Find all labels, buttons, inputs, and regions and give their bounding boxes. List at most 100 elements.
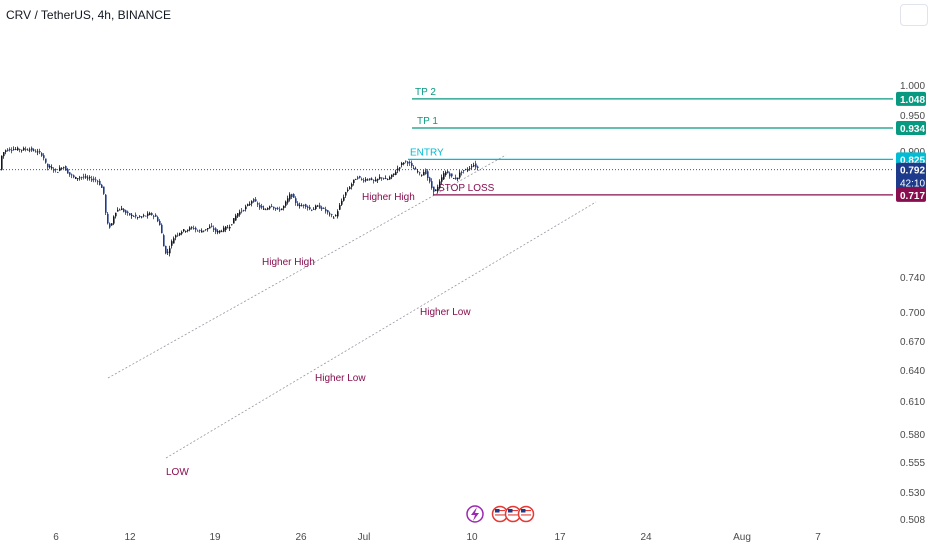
chart-control-button[interactable] [900,4,928,26]
candle-body [465,169,467,170]
candle-body [21,149,23,151]
candle-body [83,176,85,178]
candle-body [125,210,127,213]
candle-body [173,238,175,244]
candle-body [31,147,33,151]
candle-body [17,147,19,151]
candle-body [247,204,249,206]
candle-body [147,213,149,216]
candle-body [197,230,199,232]
candle-body [401,163,403,165]
candle-body [157,217,159,222]
candle-body [371,178,373,180]
candle-body [119,209,121,211]
candle-body [415,168,417,170]
candle-body [205,229,207,231]
candle-body [471,166,473,168]
candle-body [329,213,331,215]
x-tick-label: 24 [640,532,652,543]
price-tag-value: 0.825 [900,155,925,166]
candle-body [49,166,51,168]
candle-body [355,179,357,180]
candle-body [341,200,343,205]
candle-body [187,229,189,232]
candle-body [467,169,469,171]
candle-body [325,209,327,212]
y-tick-label: 0.670 [900,337,925,348]
candle-body [357,177,359,179]
candle-body [339,205,341,210]
candle-body [19,149,21,150]
x-tick-label: 17 [554,532,566,543]
candle-body [373,180,375,181]
candle-body [3,152,5,157]
chart-title: CRV / TetherUS, 4h, BINANCE [6,8,171,22]
candle-body [351,184,353,187]
annotation-layer: Higher High Higher High Higher Low Higher L… [166,192,471,478]
channel-upper-line [107,154,507,379]
candle-body [413,167,415,170]
entry-label: ENTRY [410,147,444,158]
candle-body [337,211,339,217]
candle-body [185,230,187,232]
candle-body [361,179,363,180]
candle-body [469,168,471,170]
price-tag-stop [896,187,926,202]
candle-body [243,210,245,211]
candle-body [265,209,267,211]
candle-body [51,167,53,169]
us-flag-icon[interactable] [517,505,535,523]
candle-body [169,248,171,254]
y-tick-label: 0.530 [900,488,925,499]
y-tick-label: 1.000 [900,81,925,92]
candle-body [69,172,71,175]
candle-body [343,197,345,201]
y-tick-label: 0.555 [900,458,925,469]
candle-body [307,206,309,208]
candle-body [263,208,265,210]
y-tick-label: 0.640 [900,366,925,377]
candle-body [87,177,89,179]
candle-body [241,210,243,212]
candle-body [189,227,191,230]
candle-body [269,206,271,209]
candle-body [11,150,13,151]
candle-body [249,203,251,205]
candle-body [363,180,365,182]
candle-body [237,213,239,217]
price-tag-value: 0.717 [900,191,925,202]
countdown-label: 42:10 [900,179,925,190]
lightning-icon[interactable] [466,505,484,523]
candle-body [345,192,347,196]
candle-body [239,211,241,215]
candle-body [133,216,135,217]
candle-layer [1,146,479,257]
candle-body [159,220,161,225]
candle-body [419,172,421,174]
candle-body [251,201,253,204]
candle-body [215,228,217,232]
candle-body [253,199,255,202]
candle-body [131,214,133,216]
candle-body [347,189,349,192]
candle-body [267,208,269,210]
us-flag-icon[interactable] [504,505,522,523]
candle-body [461,172,463,173]
candle-body [309,207,311,210]
candle-body [473,165,475,167]
candle-body [403,162,405,165]
candle-body [65,166,67,171]
candle-body [81,177,83,178]
candle-body [277,208,279,209]
candle-body [141,216,143,218]
annotation-label: Higher High [262,257,315,268]
candle-body [283,205,285,209]
candle-body [393,173,395,175]
candle-body [99,180,101,185]
candle-body [317,205,319,207]
candle-body [287,198,289,203]
candle-body [163,235,165,247]
candle-body [101,184,103,188]
candle-body [449,173,451,177]
